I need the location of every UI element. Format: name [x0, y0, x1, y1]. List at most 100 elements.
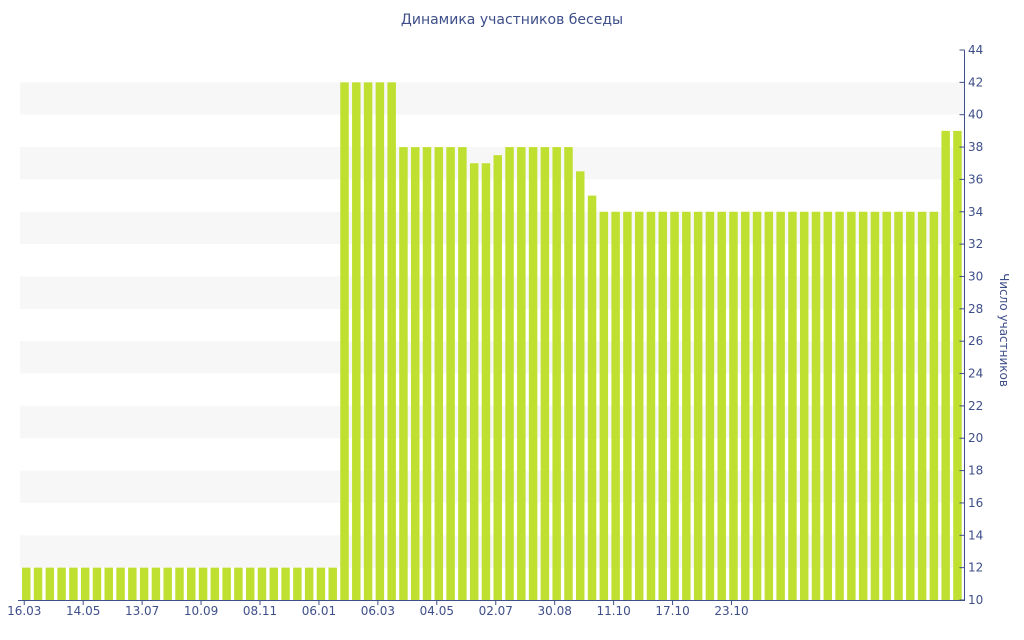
bar	[45, 567, 55, 600]
bar	[410, 147, 420, 600]
bar	[33, 567, 43, 600]
y-tick-label: 18	[968, 464, 983, 478]
y-tick-label: 20	[968, 431, 983, 445]
bar	[469, 163, 479, 601]
x-tick-label: 04.05	[420, 604, 454, 618]
bar	[269, 567, 279, 600]
bar	[646, 211, 656, 600]
bar	[564, 147, 573, 600]
bar	[764, 211, 774, 600]
bar	[316, 567, 326, 600]
bar	[917, 211, 927, 600]
bar	[116, 567, 125, 600]
bar	[517, 147, 526, 600]
bar	[163, 567, 172, 600]
bar	[245, 567, 255, 600]
y-tick-label: 16	[968, 496, 983, 510]
y-tick-label: 38	[968, 140, 983, 154]
bar	[623, 211, 632, 600]
bar	[22, 567, 31, 600]
bar	[210, 567, 220, 600]
bar	[139, 567, 149, 600]
bar	[811, 211, 821, 600]
y-tick-label: 26	[968, 334, 983, 348]
bar	[599, 211, 609, 600]
grid-bands	[20, 82, 965, 568]
bar	[80, 567, 90, 600]
bar	[847, 211, 856, 600]
bar	[198, 567, 208, 600]
bar	[870, 211, 880, 600]
y-tick-label: 44	[968, 43, 983, 57]
bar	[729, 211, 738, 600]
bar	[387, 82, 396, 601]
grid-band	[20, 147, 965, 180]
bar	[906, 211, 915, 600]
bar	[693, 211, 703, 600]
y-tick-label: 34	[968, 205, 983, 219]
bar	[363, 82, 373, 601]
bar	[128, 567, 137, 600]
y-tick-label: 30	[968, 269, 983, 283]
bar	[187, 567, 196, 600]
bar	[493, 155, 502, 600]
bar	[69, 567, 78, 600]
bar	[434, 147, 444, 600]
x-tick-label: 16.03	[7, 604, 41, 618]
bar	[375, 82, 385, 601]
bar	[446, 147, 455, 600]
y-tick-label: 14	[968, 528, 983, 542]
bar	[941, 130, 950, 600]
bar	[528, 147, 538, 600]
bar	[717, 211, 726, 600]
y-tick-label: 32	[968, 237, 983, 251]
bar	[422, 147, 432, 600]
x-tick-label: 11.10	[596, 604, 630, 618]
bar	[858, 211, 868, 600]
x-tick-label: 08.11	[243, 604, 277, 618]
x-tick-label: 06.01	[302, 604, 336, 618]
y-tick-label: 24	[968, 367, 983, 381]
y-axis: 10 12 14 16 18 20 22 24 26 28 30 32 34 36 38 40 42 44	[959, 43, 983, 607]
bar	[481, 163, 491, 601]
grid-band	[20, 470, 965, 503]
y-tick-label: 42	[968, 75, 983, 89]
bar	[257, 567, 267, 600]
bar	[92, 567, 102, 600]
bar	[953, 130, 962, 600]
y-tick-label: 36	[968, 172, 983, 186]
bar	[552, 147, 561, 600]
x-tick-label: 13.07	[125, 604, 159, 618]
grid-band	[20, 341, 965, 374]
bar	[175, 567, 184, 600]
bar	[505, 147, 514, 600]
bar	[352, 82, 361, 601]
bar	[340, 82, 349, 601]
x-tick-label: 06.03	[361, 604, 395, 618]
bar-series	[22, 82, 962, 601]
x-tick-label: 30.08	[538, 604, 572, 618]
bar	[611, 211, 620, 600]
grid-band	[20, 276, 965, 309]
bar	[151, 567, 161, 600]
bar	[304, 567, 314, 600]
bar	[634, 211, 644, 600]
y-tick-label: 40	[968, 108, 983, 122]
bar	[799, 211, 809, 600]
grid-band	[20, 82, 965, 115]
y-axis-title: Число участников	[997, 273, 1011, 387]
x-tick-label: 02.07	[479, 604, 513, 618]
bar	[894, 211, 903, 600]
bar	[705, 211, 715, 600]
bar	[776, 211, 785, 600]
bar	[234, 567, 243, 600]
grid-band	[20, 211, 965, 245]
bar	[835, 211, 844, 600]
bar	[670, 211, 679, 600]
x-tick-label: 10.09	[184, 604, 218, 618]
bar	[741, 211, 750, 600]
bar	[222, 567, 231, 600]
bar	[57, 567, 66, 600]
